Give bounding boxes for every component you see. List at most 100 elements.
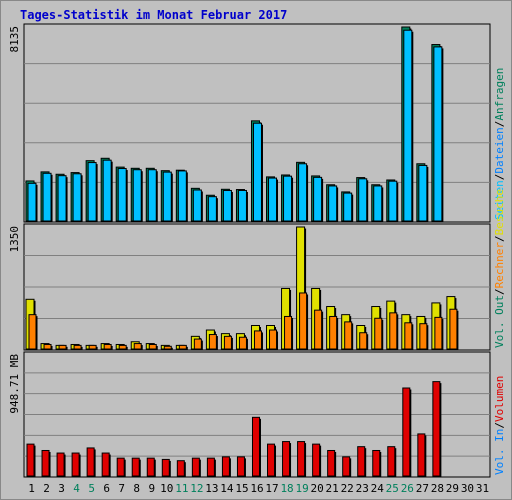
x-tick-label: 2 (43, 482, 50, 495)
x-tick-label: 23 (356, 482, 369, 495)
x-tick-label: 6 (103, 482, 110, 495)
x-tick-label: 31 (476, 482, 489, 495)
x-tick-label: 19 (295, 482, 308, 495)
x-tick-label: 1 (28, 482, 35, 495)
bar-volumen (297, 441, 306, 477)
bar-rechner (449, 308, 458, 350)
bar-seiten (57, 175, 67, 222)
x-tick-label: 25 (386, 482, 399, 495)
chart-title: Tages-Statistik im Monat Februar 2017 (20, 8, 288, 22)
bar-volumen (221, 456, 230, 477)
bar-seiten (373, 185, 383, 222)
legend-middle: Vol. Out/Rechner/Besuche (493, 189, 506, 348)
legend-entry: Volumen (493, 376, 506, 422)
x-tick-label: 24 (371, 482, 385, 495)
bar-volumen (312, 443, 321, 477)
bar-rechner (284, 315, 293, 350)
bar-rechner (193, 338, 202, 350)
bar-seiten (117, 168, 127, 222)
bar-seiten (207, 196, 217, 222)
bar-rechner (28, 314, 37, 350)
bar-volumen (56, 452, 65, 477)
bar-seiten (222, 189, 232, 222)
bar-volumen (327, 449, 336, 477)
legend-entry: Dateien (493, 127, 506, 173)
bar-volumen (372, 449, 381, 477)
bar-rechner (238, 336, 247, 350)
x-tick-label: 9 (148, 482, 155, 495)
bar-volumen (131, 457, 140, 477)
legend-separator: / (493, 121, 506, 128)
bar-rechner (43, 343, 52, 350)
x-tick-label: 27 (416, 482, 429, 495)
legend-entry: Rechner (493, 242, 506, 289)
x-tick-label: 26 (401, 482, 414, 495)
bar-rechner (73, 344, 82, 350)
bar-rechner (163, 345, 172, 350)
y-max-label: 1350 (8, 226, 21, 253)
bar-volumen (417, 433, 426, 477)
bar-seiten (252, 122, 262, 222)
x-tick-label: 17 (265, 482, 278, 495)
legend-top: Seiten/Dateien/Anfragen (493, 68, 506, 220)
bar-rechner (434, 316, 443, 350)
bar-seiten (313, 176, 323, 222)
bar-volumen (71, 452, 80, 477)
bar-seiten (298, 163, 308, 222)
bar-seiten (388, 180, 398, 222)
x-tick-label: 22 (341, 482, 354, 495)
legend-bottom: Vol. In/Volumen (493, 376, 506, 475)
x-tick-label: 11 (175, 482, 188, 495)
bar-rechner (103, 343, 112, 350)
legend-entry: Vol. Out (493, 295, 506, 348)
bar-volumen (267, 443, 276, 477)
bar-volumen (357, 446, 366, 477)
x-tick-label: 4 (73, 482, 80, 495)
bar-rechner (374, 317, 383, 350)
bar-volumen (161, 458, 170, 477)
bar-rechner (389, 312, 398, 350)
x-tick-label: 3 (58, 482, 65, 495)
x-tick-label: 16 (250, 482, 263, 495)
bar-seiten (162, 171, 172, 222)
bar-rechner (178, 344, 187, 350)
bar-seiten (192, 189, 202, 222)
bar-seiten (358, 178, 368, 222)
x-tick-label: 12 (190, 482, 203, 495)
bar-seiten (147, 169, 157, 222)
x-tick-label: 18 (280, 482, 293, 495)
x-tick-label: 13 (205, 482, 218, 495)
x-tick-label: 29 (446, 482, 459, 495)
bar-seiten (268, 177, 278, 222)
legend-separator: / (493, 235, 506, 242)
bar-rechner (133, 343, 142, 350)
bar-volumen (206, 457, 215, 477)
bar-seiten (102, 159, 112, 222)
legend-entry: Anfragen (493, 68, 506, 121)
bar-volumen (282, 441, 291, 477)
bar-seiten (132, 169, 142, 222)
y-max-label: 948.71 MB (8, 354, 21, 414)
bar-seiten (343, 192, 353, 222)
bar-rechner (299, 292, 308, 350)
x-tick-label: 28 (431, 482, 444, 495)
bar-volumen (191, 457, 200, 477)
bar-seiten (237, 189, 247, 222)
bar-rechner (269, 329, 278, 350)
bar-rechner (58, 344, 67, 350)
bar-seiten (433, 46, 443, 222)
bar-volumen (387, 446, 396, 477)
bar-seiten (87, 162, 97, 222)
x-tick-label: 10 (160, 482, 173, 495)
bar-rechner (314, 309, 323, 350)
bar-volumen (41, 449, 50, 477)
bar-seiten (403, 29, 413, 222)
legend-separator: / (493, 288, 506, 295)
legend-separator: / (493, 422, 506, 429)
bar-volumen (101, 452, 110, 477)
x-tick-label: 30 (461, 482, 474, 495)
bar-rechner (118, 344, 127, 350)
bar-seiten (177, 170, 187, 222)
bar-volumen (432, 381, 441, 477)
bar-volumen (146, 457, 155, 477)
